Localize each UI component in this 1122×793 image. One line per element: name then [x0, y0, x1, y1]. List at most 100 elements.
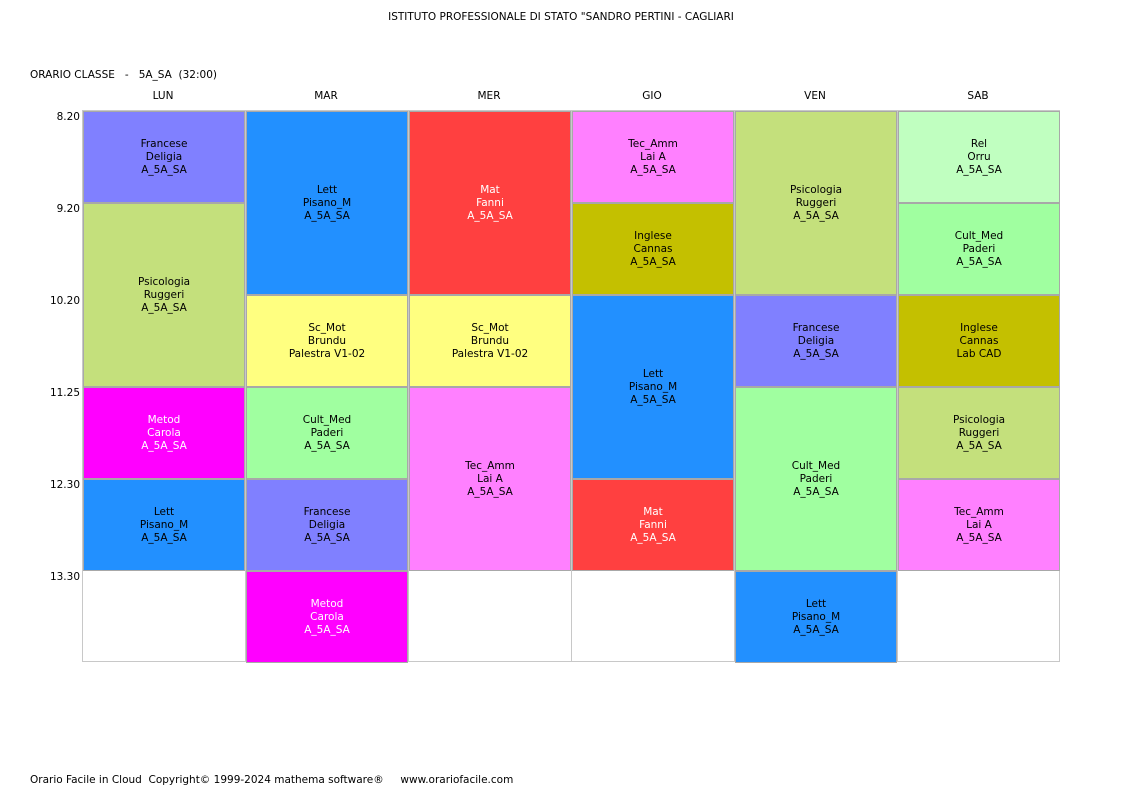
lesson-subject: Cult_Med: [791, 459, 841, 472]
lesson-room: A_5A_SA: [956, 531, 1002, 544]
day-header-gio: GIO: [642, 90, 662, 102]
time-label: 10.20: [49, 295, 80, 307]
lesson-teacher: Pisano_M: [139, 518, 189, 531]
lesson-subject: Psicologia: [137, 275, 191, 288]
lesson-subject: Cult_Med: [954, 229, 1004, 242]
lesson-cell[interactable]: Lett Pisano_M A_5A_SA: [83, 479, 245, 571]
column-divider: [408, 111, 409, 661]
lesson-teacher: Carola: [310, 610, 344, 623]
lesson-teacher: Ruggeri: [795, 196, 837, 209]
lesson-subject: Francese: [792, 321, 840, 334]
lesson-cell[interactable]: Metod Carola A_5A_SA: [246, 571, 408, 663]
lesson-subject: Lett: [642, 367, 664, 380]
lesson-subject: Inglese: [960, 321, 998, 334]
lesson-cell[interactable]: Inglese Cannas Lab CAD: [898, 295, 1060, 387]
lesson-teacher: Deligia: [308, 518, 346, 531]
lesson-cell[interactable]: Sc_Mot Brundu Palestra V1-02: [409, 295, 571, 387]
time-label: 13.30: [49, 571, 80, 583]
lesson-room: Palestra V1-02: [288, 347, 366, 360]
lesson-subject: Lett: [805, 597, 827, 610]
lesson-subject: Sc_Mot: [471, 321, 509, 334]
lesson-teacher: Pisano_M: [628, 380, 678, 393]
lesson-subject: Lett: [153, 505, 175, 518]
lesson-teacher: Fanni: [476, 196, 504, 209]
lesson-room: A_5A_SA: [141, 301, 187, 314]
lesson-room: A_5A_SA: [793, 485, 839, 498]
lesson-subject: Tec_Amm: [954, 505, 1004, 518]
lesson-subject: Psicologia: [952, 413, 1006, 426]
timetable-grid: Francese Deligia A_5A_SA Psicologia Ruggeri A…: [82, 110, 1060, 663]
day-header-mar: MAR: [314, 90, 338, 102]
lesson-cell[interactable]: Francese Deligia A_5A_SA: [246, 479, 408, 571]
lesson-room: A_5A_SA: [630, 393, 676, 406]
lesson-cell[interactable]: Francese Deligia A_5A_SA: [735, 295, 897, 387]
time-label: 12.30: [49, 479, 80, 491]
lesson-subject: Francese: [303, 505, 351, 518]
lesson-cell[interactable]: Tec_Amm Lai A A_5A_SA: [898, 479, 1060, 571]
lesson-room: A_5A_SA: [141, 531, 187, 544]
lesson-subject: Mat: [480, 183, 500, 196]
column-divider: [245, 111, 246, 661]
lesson-room: A_5A_SA: [467, 485, 513, 498]
lesson-room: A_5A_SA: [793, 623, 839, 636]
lesson-cell[interactable]: Psicologia Ruggeri A_5A_SA: [735, 111, 897, 295]
lesson-subject: Cult_Med: [302, 413, 352, 426]
time-label: 9.20: [56, 203, 80, 215]
lesson-cell[interactable]: Francese Deligia A_5A_SA: [83, 111, 245, 203]
lesson-teacher: Paderi: [962, 242, 996, 255]
lesson-subject: Mat: [643, 505, 663, 518]
lesson-teacher: Ruggeri: [958, 426, 1000, 439]
lesson-cell[interactable]: Cult_Med Paderi A_5A_SA: [898, 203, 1060, 295]
lesson-teacher: Orru: [967, 150, 991, 163]
day-header-sab: SAB: [967, 90, 989, 102]
column-divider: [734, 111, 735, 661]
lesson-room: A_5A_SA: [793, 347, 839, 360]
lesson-cell[interactable]: Cult_Med Paderi A_5A_SA: [735, 387, 897, 571]
lesson-cell[interactable]: Tec_Amm Lai A A_5A_SA: [572, 111, 734, 203]
lesson-subject: Lett: [316, 183, 338, 196]
day-header-ven: VEN: [804, 90, 826, 102]
lesson-teacher: Pisano_M: [302, 196, 352, 209]
lesson-cell[interactable]: Tec_Amm Lai A A_5A_SA: [409, 387, 571, 571]
lesson-room: A_5A_SA: [467, 209, 513, 222]
lesson-cell[interactable]: Inglese Cannas A_5A_SA: [572, 203, 734, 295]
lesson-cell[interactable]: Psicologia Ruggeri A_5A_SA: [83, 203, 245, 387]
lesson-room: A_5A_SA: [956, 439, 1002, 452]
day-header-lun: LUN: [152, 90, 174, 102]
lesson-teacher: Paderi: [799, 472, 833, 485]
lesson-teacher: Carola: [147, 426, 181, 439]
day-header-mer: MER: [477, 90, 501, 102]
school-title: ISTITUTO PROFESSIONALE DI STATO "SANDRO …: [388, 11, 734, 23]
lesson-teacher: Lai A: [640, 150, 666, 163]
lesson-room: A_5A_SA: [304, 209, 350, 222]
lesson-teacher: Ruggeri: [143, 288, 185, 301]
lesson-cell[interactable]: Psicologia Ruggeri A_5A_SA: [898, 387, 1060, 479]
lesson-teacher: Fanni: [639, 518, 667, 531]
lesson-cell[interactable]: Lett Pisano_M A_5A_SA: [572, 295, 734, 479]
lesson-cell[interactable]: Rel Orru A_5A_SA: [898, 111, 1060, 203]
lesson-teacher: Cannas: [633, 242, 673, 255]
lesson-subject: Tec_Amm: [628, 137, 678, 150]
lesson-subject: Sc_Mot: [308, 321, 346, 334]
lesson-cell[interactable]: Metod Carola A_5A_SA: [83, 387, 245, 479]
lesson-teacher: Deligia: [145, 150, 183, 163]
lesson-room: A_5A_SA: [304, 439, 350, 452]
lesson-room: A_5A_SA: [141, 439, 187, 452]
lesson-cell[interactable]: Cult_Med Paderi A_5A_SA: [246, 387, 408, 479]
lesson-cell[interactable]: Sc_Mot Brundu Palestra V1-02: [246, 295, 408, 387]
lesson-subject: Metod: [310, 597, 344, 610]
lesson-cell[interactable]: Mat Fanni A_5A_SA: [409, 111, 571, 295]
lesson-cell[interactable]: Mat Fanni A_5A_SA: [572, 479, 734, 571]
column-divider: [571, 111, 572, 661]
lesson-teacher: Pisano_M: [791, 610, 841, 623]
lesson-cell[interactable]: Lett Pisano_M A_5A_SA: [246, 111, 408, 295]
lesson-room: A_5A_SA: [793, 209, 839, 222]
lesson-teacher: Brundu: [307, 334, 347, 347]
lesson-teacher: Brundu: [470, 334, 510, 347]
column-divider: [897, 111, 898, 661]
lesson-room: A_5A_SA: [630, 255, 676, 268]
lesson-room: A_5A_SA: [956, 163, 1002, 176]
lesson-cell[interactable]: Lett Pisano_M A_5A_SA: [735, 571, 897, 663]
lesson-teacher: Deligia: [797, 334, 835, 347]
lesson-subject: Metod: [147, 413, 181, 426]
